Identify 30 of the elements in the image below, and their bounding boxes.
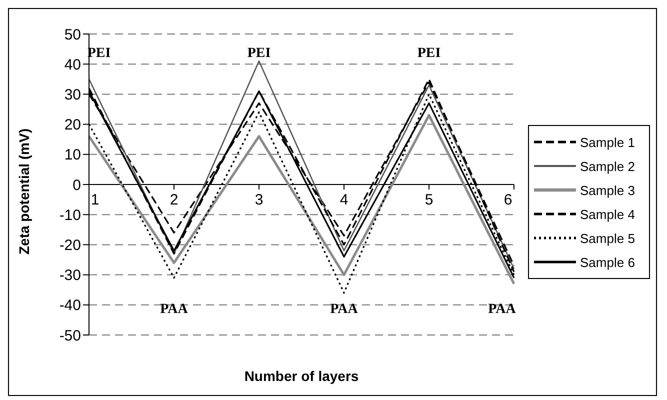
legend-label: Sample 5	[580, 230, 635, 246]
y-tick-label: -40	[59, 297, 81, 314]
x-tick-label: 5	[424, 192, 434, 208]
legend-label: Sample 3	[580, 182, 635, 198]
x-tick-label: 4	[340, 192, 348, 208]
y-tick-label: -10	[59, 206, 81, 224]
y-tick-label: 30	[64, 86, 81, 104]
legend-label: Sample 4	[580, 206, 635, 222]
y-tick-label: 50	[64, 26, 81, 44]
annotation: PAA	[330, 302, 359, 317]
annotation: PEI	[417, 46, 441, 62]
legend-label: Sample 6	[580, 254, 635, 270]
legend-label: Sample 2	[580, 158, 635, 174]
y-tick-label: -30	[59, 267, 81, 284]
y-tick-label: 0	[72, 176, 81, 194]
legend-label: Sample 1	[580, 134, 635, 150]
y-tick-label: 20	[64, 116, 81, 134]
y-axis-title: Zeta potential (mV)	[16, 128, 32, 254]
annotation: PEI	[247, 46, 271, 62]
y-tick-label: 10	[64, 146, 81, 164]
y-tick-label: -50	[59, 327, 81, 344]
x-axis-title: Number of layers	[244, 368, 359, 384]
x-tick-label: 2	[170, 192, 178, 208]
x-tick-label: 3	[254, 192, 264, 208]
x-tick-label: 1	[90, 192, 100, 208]
y-tick-label: 40	[64, 56, 81, 74]
annotation: PAA	[160, 302, 189, 317]
y-tick-label: -20	[59, 237, 81, 254]
x-tick-label: 6	[504, 192, 512, 208]
annotation: PAA	[488, 302, 517, 317]
